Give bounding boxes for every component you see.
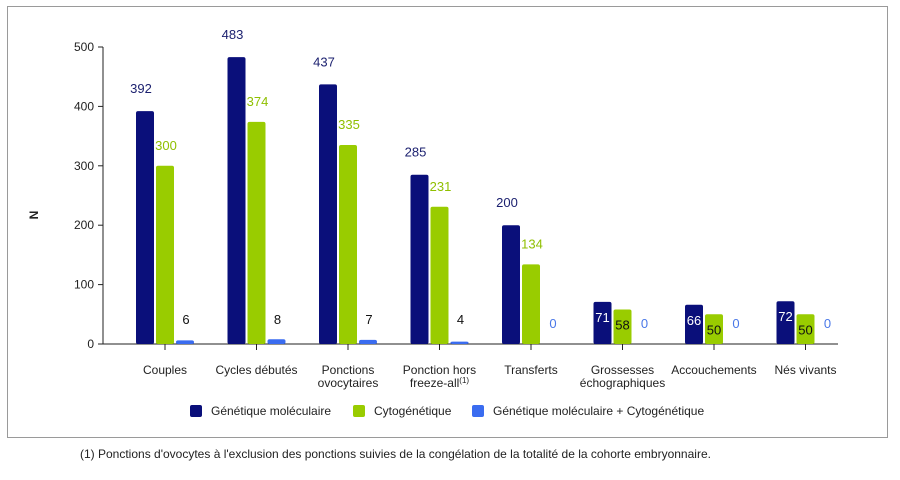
value-label: 50 — [707, 322, 721, 337]
bar — [227, 57, 246, 345]
category-labels: Couples Cycles débutés Ponctions ovocytaire… — [143, 344, 837, 390]
value-label: 50 — [798, 322, 812, 337]
bar — [359, 339, 377, 344]
bar — [319, 84, 337, 344]
legend-swatch — [353, 405, 365, 417]
category-label: Cycles débutés — [215, 363, 297, 377]
value-label: 335 — [338, 117, 360, 132]
legend-swatch — [472, 405, 484, 417]
bar — [685, 304, 703, 344]
bar — [339, 145, 357, 344]
bar — [156, 165, 174, 344]
y-tick-label: 0 — [87, 337, 94, 351]
value-label: 66 — [687, 313, 701, 328]
bar — [593, 301, 612, 344]
category-label: Accouchements — [671, 363, 756, 377]
value-label: 7 — [365, 312, 372, 327]
legend-label: Cytogénétique — [374, 404, 452, 418]
bar — [450, 341, 469, 344]
value-label: 71 — [595, 310, 609, 325]
category-label: Transferts — [504, 363, 558, 377]
value-label: 392 — [130, 81, 152, 96]
chart-frame — [7, 6, 888, 438]
value-label: 0 — [824, 316, 831, 331]
value-label: 72 — [778, 309, 792, 324]
value-label: 0 — [549, 316, 556, 331]
value-label: 374 — [247, 94, 269, 109]
bar — [796, 314, 815, 344]
bar — [430, 206, 449, 344]
value-label: 134 — [521, 236, 543, 251]
y-tick-label: 100 — [74, 278, 94, 292]
bar — [136, 111, 154, 344]
value-label: 0 — [641, 316, 648, 331]
bar — [776, 301, 795, 344]
bar — [247, 121, 266, 345]
category-label: Ponctions ovocytaires — [318, 363, 379, 390]
bar — [502, 225, 520, 344]
bar — [522, 264, 540, 344]
value-label: 437 — [313, 54, 335, 69]
value-label: 200 — [496, 195, 518, 210]
bar — [410, 174, 429, 344]
y-axis-label: N — [27, 211, 41, 220]
legend: Génétique moléculaire Cytogénétique Généti… — [190, 404, 704, 418]
value-label: 58 — [615, 318, 629, 333]
category-label: Ponction hors freeze-all(1) — [403, 363, 476, 390]
legend-swatch — [190, 405, 202, 417]
value-label: 231 — [430, 179, 452, 194]
y-tick-label: 200 — [74, 218, 94, 232]
bars — [136, 57, 815, 345]
value-label: 0 — [732, 316, 739, 331]
footnote: (1) Ponctions d'ovocytes à l'exclusion d… — [80, 447, 711, 461]
bar — [613, 309, 632, 344]
category-label: Nés vivants — [774, 363, 836, 377]
category-label: Grossesses échographiques — [580, 363, 665, 390]
legend-label: Génétique moléculaire + Cytogénétique — [493, 404, 704, 418]
y-tick-label: 500 — [74, 40, 94, 54]
value-label: 6 — [182, 312, 189, 327]
value-label: 4 — [457, 312, 464, 327]
legend-label: Génétique moléculaire — [211, 404, 331, 418]
category-label: Couples — [143, 363, 187, 377]
value-label: 285 — [405, 145, 427, 160]
bar — [176, 340, 194, 344]
value-label: 300 — [155, 138, 177, 153]
value-labels: 392 300 6 483 374 8 437 335 7 285 231 4 200 134 0 71 58 0… — [130, 27, 831, 337]
bar — [267, 339, 286, 344]
value-label: 8 — [274, 312, 281, 327]
y-tick-label: 400 — [74, 99, 94, 113]
bar — [705, 314, 723, 344]
value-label: 483 — [222, 27, 244, 42]
y-tick-label: 300 — [74, 159, 94, 173]
